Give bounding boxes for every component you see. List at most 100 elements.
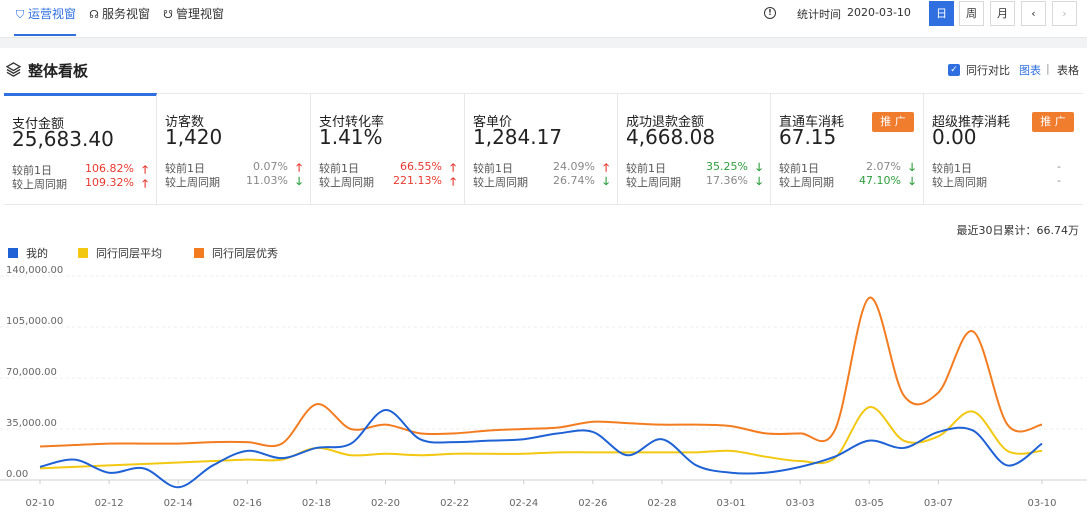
x-tick-label: 03-03 (786, 498, 815, 509)
compare-week-value: 109.32% (85, 176, 134, 189)
next-date-button[interactable]: › (1052, 1, 1077, 26)
metric-value: 67.15 (779, 125, 837, 149)
arrow-up-icon: 🡑 (603, 161, 609, 174)
compare-day-value: 35.25% (706, 160, 748, 173)
compare-label: 同行对比 (966, 64, 1010, 77)
arrow-down-icon: 🡓 (756, 175, 762, 188)
compare-week-label: 较上周同期 (779, 176, 834, 189)
metric-name: 客单价 (473, 115, 513, 130)
compare-week-value: 11.03% (246, 174, 288, 187)
arrow-up-icon: 🡑 (142, 163, 148, 176)
compare-day-value: 66.55% (400, 160, 442, 173)
x-tick-label: 02-14 (164, 498, 193, 509)
arrow-up-icon: 🡑 (450, 175, 456, 188)
management-icon: ☋ (163, 8, 173, 21)
arrow-down-icon: 🡓 (756, 161, 762, 174)
x-tick-label: 02-12 (95, 498, 124, 509)
y-tick-label: 35,000.00 (6, 418, 57, 429)
metric-name: 直通车消耗 (779, 115, 845, 130)
legend-peer-excellent[interactable]: 同行同层优秀 (194, 245, 278, 261)
legend-swatch (8, 248, 18, 258)
compare-day-value: 106.82% (85, 162, 134, 175)
view-table-toggle[interactable]: 表格 (1057, 64, 1079, 77)
legend-peer-average[interactable]: 同行同层平均 (78, 245, 162, 261)
legend-swatch (78, 248, 88, 258)
arrow-up-icon: 🡑 (296, 161, 302, 174)
compare-day-value: 2.07% (866, 160, 901, 173)
period-day-button[interactable]: 日 (929, 1, 954, 26)
series-line-mine[interactable] (39, 409, 1043, 489)
compare-week-label: 较上周同期 (626, 176, 681, 189)
metric-value: 1.41% (319, 125, 383, 149)
x-tick-label: 02-20 (371, 498, 400, 509)
chart-series (39, 296, 1043, 489)
prev-date-button[interactable]: ‹ (1021, 1, 1046, 26)
metric-card-ztc-spend[interactable]: 直通车消耗 67.15 推 广 较前1日 2.07% 🡓 较上周同期 47.10… (771, 94, 924, 205)
tab-service-label: 服务视窗 (102, 7, 151, 21)
compare-day-value: 0.07% (253, 160, 288, 173)
tab-operations[interactable]: ⛉ 运营视窗 (14, 0, 77, 37)
compare-day-label: 较前1日 (12, 164, 52, 177)
compare-week-label: 较上周同期 (165, 176, 220, 189)
compare-day-label: 较前1日 (165, 162, 205, 175)
promote-button[interactable]: 推 广 (872, 112, 914, 132)
x-tick-label: 03-07 (924, 498, 953, 509)
period-month-button[interactable]: 月 (990, 1, 1015, 26)
service-icon: ☊ (89, 8, 99, 21)
view-chart-toggle[interactable]: 图表 (1019, 64, 1041, 77)
metric-card-visitors[interactable]: 访客数 1,420 较前1日 0.07% 🡑 较上周同期 11.03% 🡓 (157, 94, 311, 205)
x-tick-label: 03-05 (855, 498, 884, 509)
arrow-down-icon: 🡓 (296, 175, 302, 188)
metric-value: 1,420 (165, 125, 223, 149)
metric-name: 支付金额 (12, 117, 65, 132)
legend-mine[interactable]: 我的 (8, 245, 48, 261)
x-tick-label: 02-18 (302, 498, 331, 509)
x-tick-label: 03-01 (717, 498, 746, 509)
compare-week-value: 17.36% (706, 174, 748, 187)
tab-management[interactable]: ☋ 管理视窗 (162, 0, 224, 37)
y-axis: 0.00 35,000.00 70,000.00 105,000.00 140,000.… (6, 265, 63, 480)
stat-time-label: 统计时间 (797, 8, 841, 21)
compare-day-label: 较前1日 (779, 162, 819, 175)
metric-card-super-recommend[interactable]: 超级推荐消耗 0.00 推 广 较前1日 - 较上周同期 - (924, 94, 1083, 205)
x-tick-label: 02-28 (647, 498, 676, 509)
legend-label: 同行同层优秀 (212, 247, 278, 260)
chart-grid (0, 275, 1087, 481)
metric-card-payment[interactable]: 支付金额 25,683.40 较前1日 106.82% 🡑 较上周同期 109.… (4, 93, 157, 206)
metric-card-conversion[interactable]: 支付转化率 1.41% 较前1日 66.55% 🡑 较上周同期 221.13% … (311, 94, 465, 205)
compare-day-label: 较前1日 (626, 162, 666, 175)
compare-day-label: 较前1日 (932, 162, 972, 175)
arrow-down-icon: 🡓 (909, 175, 915, 188)
x-tick-label: 02-24 (509, 498, 538, 509)
y-tick-label: 70,000.00 (6, 367, 57, 378)
metric-card-avg-order[interactable]: 客单价 1,284.17 较前1日 24.09% 🡑 较上周同期 26.74% … (465, 94, 618, 205)
compare-week-label: 较上周同期 (932, 176, 987, 189)
arrow-down-icon: 🡓 (603, 175, 609, 188)
metric-card-refund[interactable]: 成功退款金额 4,668.08 较前1日 35.25% 🡓 较上周同期 17.3… (618, 94, 771, 205)
compare-week-value: - (1057, 174, 1061, 187)
x-axis: 02-10 02-12 02-14 02-16 02-18 02-20 02-22 02-24… (25, 480, 1057, 509)
tab-management-label: 管理视窗 (176, 7, 225, 21)
compare-day-value: 24.09% (553, 160, 595, 173)
divider-band (0, 38, 1087, 48)
info-icon[interactable]: ! (764, 7, 776, 19)
compare-day-value: - (1057, 160, 1061, 173)
compare-checkbox[interactable]: ✓ (948, 64, 960, 76)
metric-name: 支付转化率 (319, 115, 385, 130)
legend-swatch (194, 248, 204, 258)
operations-icon: ⛉ (15, 8, 25, 21)
layers-icon (6, 62, 21, 77)
stat-date: 2020-03-10 (847, 6, 911, 19)
x-tick-label: 02-22 (440, 498, 469, 509)
series-line-peer-excellent[interactable] (39, 296, 1043, 448)
arrow-down-icon: 🡓 (909, 161, 915, 174)
tab-service[interactable]: ☊ 服务视窗 (88, 0, 150, 37)
promote-button[interactable]: 推 广 (1032, 112, 1074, 132)
x-tick-label: 02-16 (233, 498, 262, 509)
series-line-peer-average[interactable] (39, 406, 1043, 470)
compare-week-label: 较上周同期 (12, 178, 67, 191)
chevron-right-icon: › (1062, 7, 1067, 20)
y-tick-label: 105,000.00 (6, 316, 63, 327)
period-week-button[interactable]: 周 (959, 1, 984, 26)
compare-week-value: 221.13% (393, 174, 442, 187)
